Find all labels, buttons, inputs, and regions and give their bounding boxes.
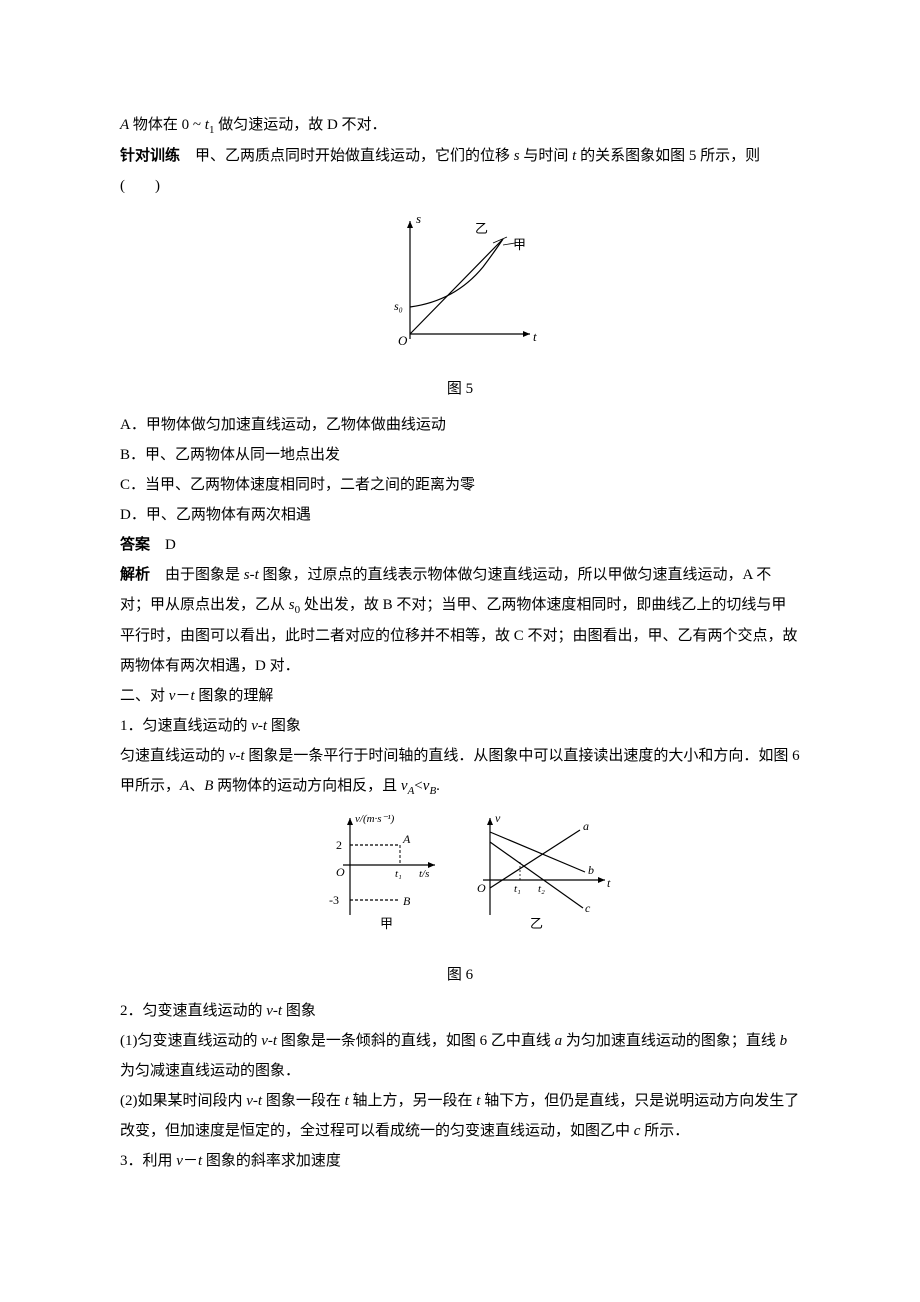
text: 两物体的运动方向相反，且 xyxy=(213,778,401,794)
text: 与时间 xyxy=(520,148,573,164)
text: . xyxy=(436,778,440,794)
text: 、 xyxy=(189,778,204,794)
text: 二、对 xyxy=(120,688,169,704)
sec2-1-head: 1．匀速直线运动的 v-t 图象 xyxy=(120,711,800,741)
text: 1．匀速直线运动的 xyxy=(120,718,251,734)
label-yi: 乙 xyxy=(475,221,488,236)
text: 轴上方，另一段在 xyxy=(349,1093,477,1109)
var-A: A xyxy=(120,117,129,133)
figure-5: s t O s₀ 乙 甲 xyxy=(120,209,800,370)
text: 由于图象是 xyxy=(150,567,244,583)
var-b: b xyxy=(780,1033,788,1049)
text: (2)如果某时间段内 xyxy=(120,1093,246,1109)
dash: － xyxy=(175,688,190,704)
answer-line: 答案 D xyxy=(120,530,800,560)
line1: A 物体在 0 ~ t1 做匀速运动，故 D 不对． xyxy=(120,110,800,141)
var-vt: v-t xyxy=(246,1093,262,1109)
svg-text:v: v xyxy=(495,811,501,825)
origin-O: O xyxy=(398,333,408,348)
svg-text:2: 2 xyxy=(336,838,342,852)
axis-s: s xyxy=(416,211,421,226)
explain-block: 解析 由于图象是 s-t 图象，过原点的直线表示物体做匀速直线运动，所以甲做匀速… xyxy=(120,560,800,681)
text: 3．利用 xyxy=(120,1153,176,1169)
svg-text:a: a xyxy=(583,819,589,833)
text: 图象 xyxy=(267,718,301,734)
svg-text:t: t xyxy=(607,876,611,890)
svg-text:t₁: t₁ xyxy=(514,883,521,895)
text: 为匀加速直线运动的图象；直线 xyxy=(562,1033,780,1049)
var-vt: v-t xyxy=(251,718,267,734)
practice-label: 针对训练 xyxy=(120,148,180,164)
label-jia: 甲 xyxy=(513,237,526,252)
fig5-svg: s t O s₀ 乙 甲 xyxy=(375,209,545,359)
svg-text:b: b xyxy=(588,863,594,877)
var-v: v xyxy=(401,778,408,794)
sec2-3: 3．利用 v－t 图象的斜率求加速度 xyxy=(120,1146,800,1176)
fig5-caption: 图 5 xyxy=(120,374,800,404)
text: 图象 xyxy=(282,1003,316,1019)
svg-text:O: O xyxy=(477,881,486,895)
choice-B: B．甲、乙两物体从同一地点出发 xyxy=(120,440,800,470)
fig6-caption: 图 6 xyxy=(120,960,800,990)
text: 为匀减速直线运动的图象． xyxy=(120,1063,300,1079)
section-2-title: 二、对 v－t 图象的理解 xyxy=(120,681,800,711)
var-a: a xyxy=(555,1033,563,1049)
var-st: s-t xyxy=(244,567,259,583)
text: 图象是一条倾斜的直线，如图 6 乙中直线 xyxy=(277,1033,555,1049)
var-v: v xyxy=(176,1153,183,1169)
svg-text:t₁: t₁ xyxy=(395,868,402,880)
svg-text:t/s: t/s xyxy=(419,868,429,880)
var-vt: v-t xyxy=(229,748,245,764)
var-vt: v-t xyxy=(266,1003,282,1019)
answer-label: 答案 xyxy=(120,537,150,553)
var-vt: v-t xyxy=(261,1033,277,1049)
text: 甲、乙两质点同时开始做直线运动，它们的位移 xyxy=(180,148,514,164)
svg-text:A: A xyxy=(402,832,411,846)
choice-A: A．甲物体做匀加速直线运动，乙物体做曲线运动 xyxy=(120,410,800,440)
svg-text:O: O xyxy=(336,865,345,879)
var-A: A xyxy=(180,778,189,794)
lt: < xyxy=(414,778,422,794)
text: 图象的理解 xyxy=(195,688,274,704)
text: 匀速直线运动的 xyxy=(120,748,229,764)
fig6-svg: v/(m·s⁻¹) 2 -3 O A B t₁ t/s 甲 v t xyxy=(295,810,625,945)
label-s0: s₀ xyxy=(394,299,403,313)
svg-text:乙: 乙 xyxy=(530,916,543,931)
text: 所示． xyxy=(640,1123,689,1139)
answer-value: D xyxy=(150,537,176,553)
svg-text:B: B xyxy=(403,894,411,908)
explain-label: 解析 xyxy=(120,567,150,583)
text: 物体在 0 ~ xyxy=(129,117,205,133)
choice-D: D．甲、乙两物体有两次相遇 xyxy=(120,500,800,530)
text: 图象的斜率求加速度 xyxy=(202,1153,341,1169)
axis-t: t xyxy=(533,329,537,344)
text: 2．匀变速直线运动的 xyxy=(120,1003,266,1019)
sec2-2-p2: (2)如果某时间段内 v-t 图象一段在 t 轴上方，另一段在 t 轴下方，但仍… xyxy=(120,1086,800,1146)
practice-line: 针对训练 甲、乙两质点同时开始做直线运动，它们的位移 s 与时间 t 的关系图象… xyxy=(120,141,800,201)
svg-text:甲: 甲 xyxy=(380,916,393,931)
dash: － xyxy=(183,1153,198,1169)
text: 图象一段在 xyxy=(262,1093,345,1109)
svg-text:c: c xyxy=(585,901,591,915)
svg-text:t₂: t₂ xyxy=(538,883,545,895)
svg-text:-3: -3 xyxy=(329,893,339,907)
text: (1)匀变速直线运动的 xyxy=(120,1033,261,1049)
text: 做匀速运动，故 D 不对． xyxy=(214,117,386,133)
choice-C: C．当甲、乙两物体速度相同时，二者之间的距离为零 xyxy=(120,470,800,500)
sec2-2-p1: (1)匀变速直线运动的 v-t 图象是一条倾斜的直线，如图 6 乙中直线 a 为… xyxy=(120,1026,800,1086)
svg-text:v/(m·s⁻¹): v/(m·s⁻¹) xyxy=(355,813,395,825)
var-B: B xyxy=(204,778,213,794)
figure-6: v/(m·s⁻¹) 2 -3 O A B t₁ t/s 甲 v t xyxy=(120,810,800,956)
sec2-2-head: 2．匀变速直线运动的 v-t 图象 xyxy=(120,996,800,1026)
sec2-1-body: 匀速直线运动的 v-t 图象是一条平行于时间轴的直线．从图象中可以直接读出速度的… xyxy=(120,741,800,802)
